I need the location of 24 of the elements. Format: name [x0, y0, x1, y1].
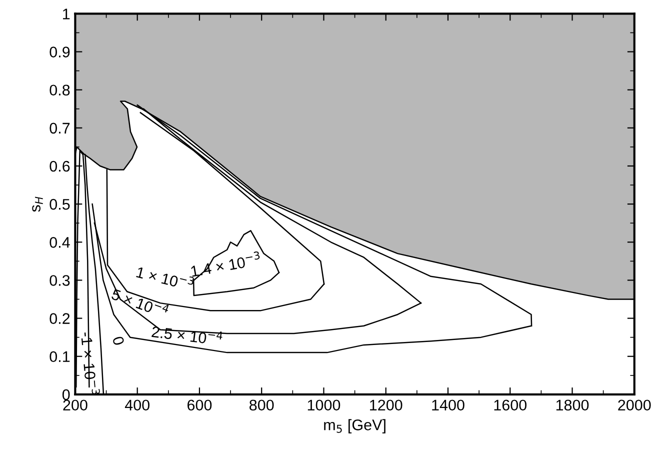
- y-tick-label: 0.9: [50, 46, 70, 58]
- y-tick-label: 0: [62, 389, 70, 400]
- x-tick-label: 1000: [308, 400, 340, 411]
- x-tick-label: 2000: [618, 400, 651, 411]
- x-tick-label: 1200: [370, 400, 402, 411]
- y-tick-label: 1: [63, 8, 70, 20]
- y-tick-label: 0.7: [50, 122, 70, 134]
- y-tick-label: 0.2: [50, 313, 70, 324]
- y-tick-label: 0.3: [50, 275, 70, 286]
- x-axis-title: m$_{5}$ [GeV]: [324, 419, 386, 434]
- x-tick-label: 200: [63, 400, 88, 411]
- x-tick-label: 1600: [494, 400, 527, 411]
- y-tick-label: 0.1: [50, 351, 70, 362]
- y-tick-label: 0.8: [50, 84, 70, 96]
- x-tick-label: 800: [250, 400, 274, 411]
- y-tick-label: 0.4: [50, 237, 70, 248]
- y-tick-label: 0.6: [50, 160, 70, 172]
- x-tick-label: 1800: [556, 400, 589, 411]
- x-tick-label: 600: [188, 400, 212, 411]
- annotation: 0: [112, 336, 125, 346]
- x-tick-label: 1400: [432, 400, 464, 411]
- x-tick-label: 400: [124, 400, 150, 411]
- y-tick-label: 0.5: [50, 198, 70, 210]
- y-axis-title: s$_{H}$: [32, 196, 43, 212]
